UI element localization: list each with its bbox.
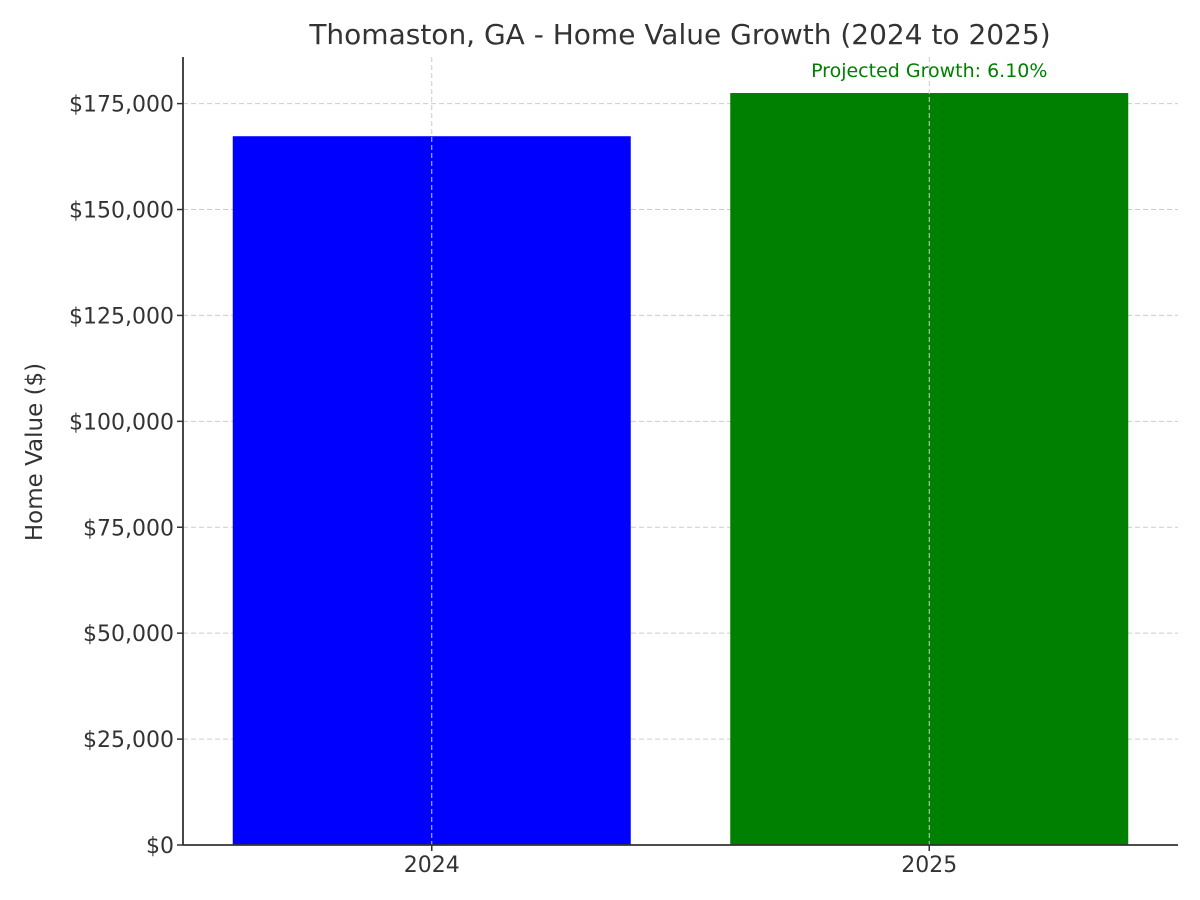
grid-lines [183,103,1178,740]
bars [232,93,1129,846]
y-tick-label: $100,000 [69,410,174,435]
vertical-grid-lines [431,57,930,845]
chart-title: Thomaston, GA - Home Value Growth (2024 … [308,18,1050,51]
x-tick-label: 2024 [404,853,460,878]
y-tick-label: $50,000 [83,622,174,647]
x-tick-labels: 2024 2025 [404,853,958,878]
x-tick-label: 2025 [901,853,957,878]
y-tick-label: $175,000 [69,93,174,118]
y-tick-label: $0 [146,834,174,859]
y-tick-label: $150,000 [69,199,174,224]
y-tick-label: $125,000 [69,304,174,329]
y-tick-label: $75,000 [83,516,174,541]
y-tick-labels: $0 $25,000 $50,000 $75,000 $100,000 $125,000 $… [69,93,174,859]
y-tick-label: $25,000 [83,728,174,753]
axes [177,57,1178,851]
growth-annotation: Projected Growth: 6.10% [811,60,1047,82]
y-axis-label: Home Value ($) [22,363,48,541]
